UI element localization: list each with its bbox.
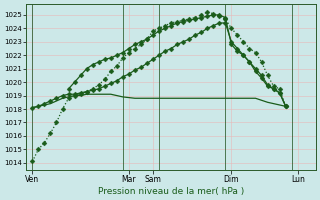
X-axis label: Pression niveau de la mer( hPa ): Pression niveau de la mer( hPa ): [98, 187, 244, 196]
